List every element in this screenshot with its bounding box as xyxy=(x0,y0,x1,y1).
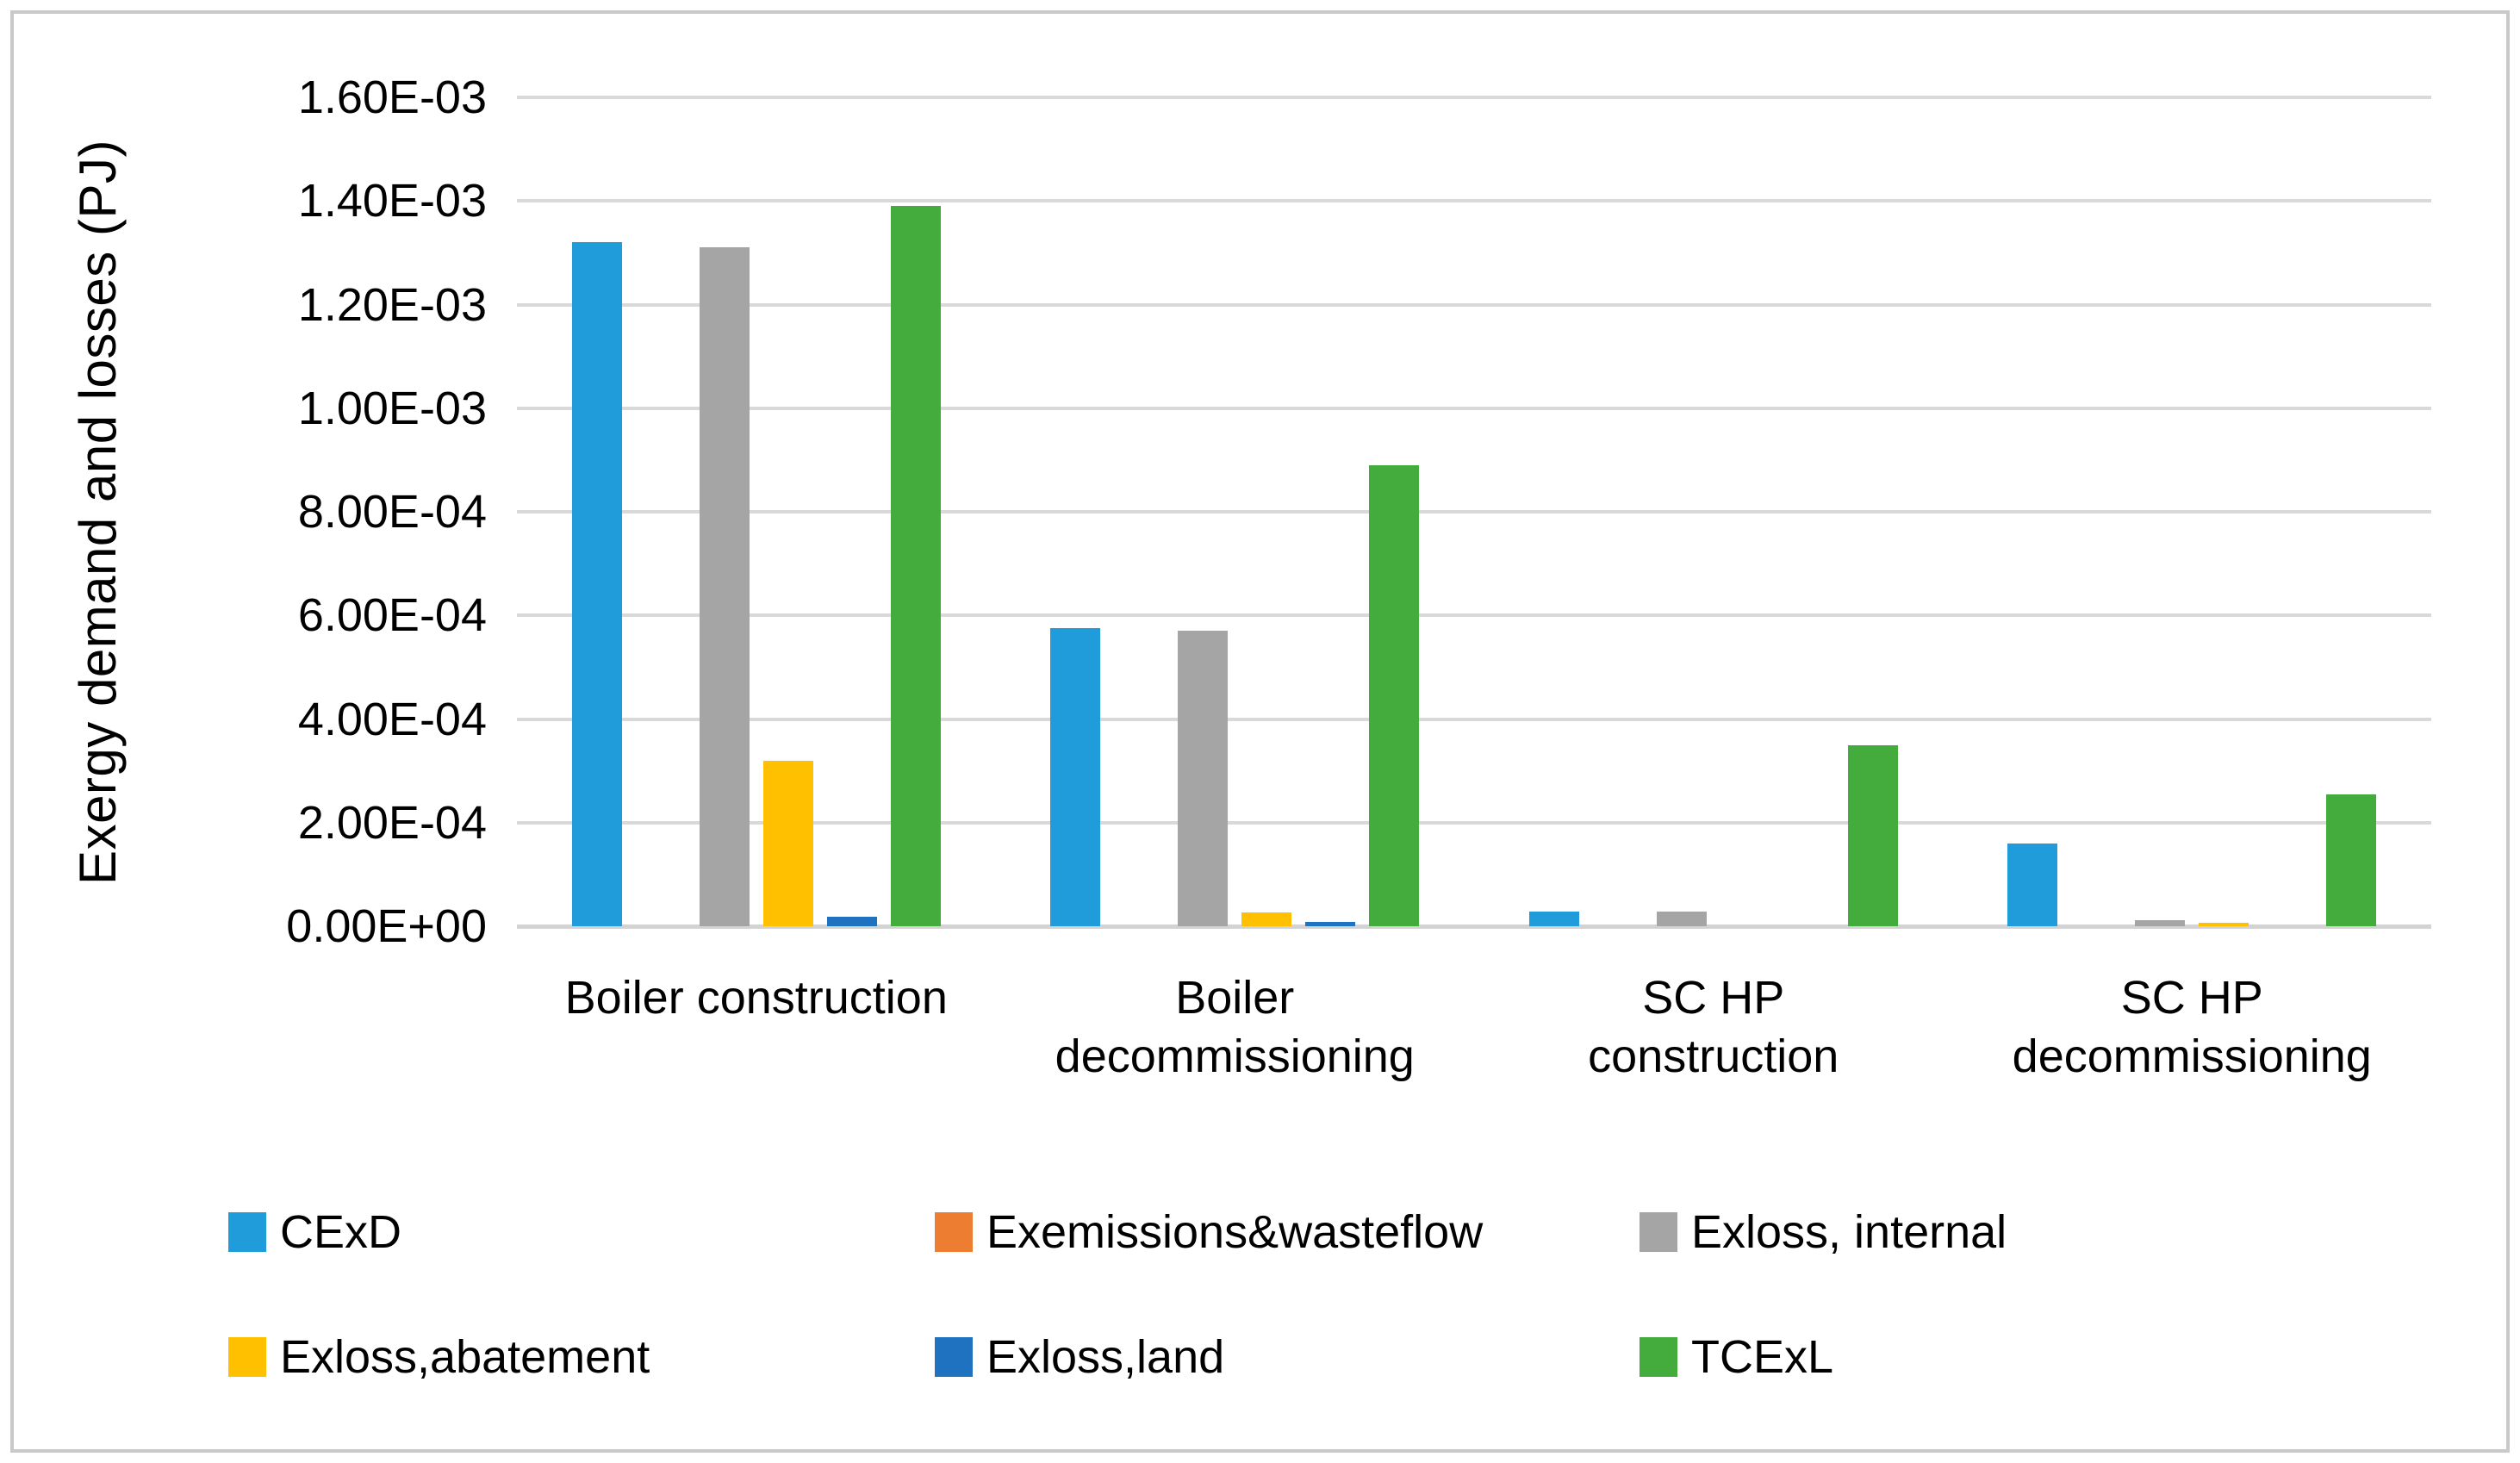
bar-tcexl-boiler-decommissioning xyxy=(1369,465,1420,926)
legend-marker-exemissions-wasteflow xyxy=(935,1212,973,1252)
category-label-sc-hp-decommissioning: SC HP decommissioning xyxy=(1953,969,2432,1086)
legend-item-exloss-abatement: Exloss,abatement xyxy=(228,1327,650,1387)
legend-item-exloss-land: Exloss,land xyxy=(935,1327,1224,1387)
legend-label: Exloss, internal xyxy=(1691,1206,2007,1258)
x-axis-baseline xyxy=(517,924,2431,929)
category-label-boiler-decommissioning: Boiler decommissioning xyxy=(996,969,1475,1086)
gridline xyxy=(517,96,2431,99)
bar-tcexl-sc-hp-construction xyxy=(1847,745,1898,926)
bar-exloss-land-boiler-construction xyxy=(826,917,877,926)
bar-tcexl-sc-hp-decommissioning xyxy=(2326,794,2377,926)
bar-group-boiler-construction xyxy=(517,97,996,926)
legend-item-exloss-internal: Exloss, internal xyxy=(1640,1202,2007,1262)
legend-label: CExD xyxy=(280,1206,402,1258)
bar-group-sc-hp-decommissioning xyxy=(1953,97,2432,926)
gridline xyxy=(517,406,2431,410)
bar-group-boiler-decommissioning xyxy=(996,97,1475,926)
bars-row xyxy=(517,97,2431,926)
bar-exloss-internal-sc-hp-decommissioning xyxy=(2135,920,2186,926)
y-tick-label: 2.00E-04 xyxy=(297,796,487,849)
category-label-text: Boiler construction xyxy=(564,972,948,1024)
bar-exloss-internal-sc-hp-construction xyxy=(1656,912,1707,926)
category-label-sc-hp-construction: SC HP construction xyxy=(1474,969,1953,1086)
bar-cexd-sc-hp-construction xyxy=(1528,912,1579,926)
gridline xyxy=(517,302,2431,307)
bar-exloss-abatement-boiler-decommissioning xyxy=(1241,912,1292,926)
gridline xyxy=(517,510,2431,514)
legend-item-cexd: CExD xyxy=(228,1202,401,1262)
bar-exloss-abatement-boiler-construction xyxy=(762,761,813,926)
legend-marker-exloss-abatement xyxy=(228,1337,266,1377)
gridline xyxy=(517,613,2431,618)
bar-cexd-boiler-decommissioning xyxy=(1050,628,1101,926)
category-label-text: SC HP construction xyxy=(1588,972,1839,1082)
bar-group-sc-hp-construction xyxy=(1474,97,1953,926)
y-tick-label: 1.40E-03 xyxy=(297,175,487,227)
bar-cexd-boiler-construction xyxy=(571,242,622,926)
legend-marker-exloss-internal xyxy=(1640,1212,1677,1252)
legend-item-exemissions-wasteflow: Exemissions&wasteflow xyxy=(935,1202,1483,1262)
x-axis-category-labels: Boiler construction Boiler decommissionin… xyxy=(517,969,2431,1086)
bar-exloss-internal-boiler-construction xyxy=(699,247,750,926)
gridline xyxy=(517,820,2431,825)
legend-label: Exloss,abatement xyxy=(280,1331,650,1383)
plot-area xyxy=(517,96,2431,929)
y-tick-label: 8.00E-04 xyxy=(297,486,487,538)
chart-border xyxy=(10,10,2510,1453)
category-label-text: Boiler decommissioning xyxy=(1055,972,1415,1082)
bar-tcexl-boiler-construction xyxy=(890,206,941,926)
bar-exloss-internal-boiler-decommissioning xyxy=(1178,631,1229,926)
legend-item-tcexl: TCExL xyxy=(1640,1327,1833,1387)
gridline xyxy=(517,199,2431,203)
legend-label: Exemissions&wasteflow xyxy=(986,1206,1484,1258)
gridline xyxy=(517,717,2431,721)
bar-cexd-sc-hp-decommissioning xyxy=(2007,844,2058,926)
legend-marker-tcexl xyxy=(1640,1337,1677,1377)
y-tick-label: 4.00E-04 xyxy=(297,693,487,745)
y-tick-label: 1.00E-03 xyxy=(297,382,487,434)
category-label-text: SC HP decommissioning xyxy=(2012,972,2372,1082)
y-tick-label: 6.00E-04 xyxy=(297,589,487,642)
y-tick-label: 1.20E-03 xyxy=(297,278,487,331)
bar-exloss-abatement-sc-hp-decommissioning xyxy=(2199,923,2249,926)
legend-marker-cexd xyxy=(228,1212,266,1252)
bar-exloss-land-boiler-decommissioning xyxy=(1305,922,1356,926)
y-tick-label: 0.00E+00 xyxy=(286,900,487,952)
y-tick-label: 1.60E-03 xyxy=(297,72,487,123)
legend-label: Exloss,land xyxy=(986,1331,1225,1383)
legend-marker-exloss-land xyxy=(935,1337,973,1377)
category-label-boiler-construction: Boiler construction xyxy=(517,969,996,1086)
legend-label: TCExL xyxy=(1691,1331,1834,1383)
